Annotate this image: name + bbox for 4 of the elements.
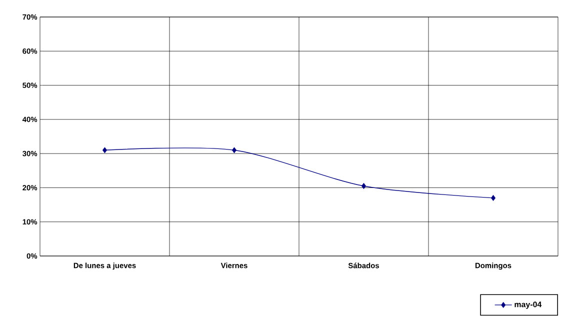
point — [491, 195, 496, 201]
point — [362, 183, 366, 189]
point — [102, 147, 107, 153]
point — [232, 147, 236, 153]
